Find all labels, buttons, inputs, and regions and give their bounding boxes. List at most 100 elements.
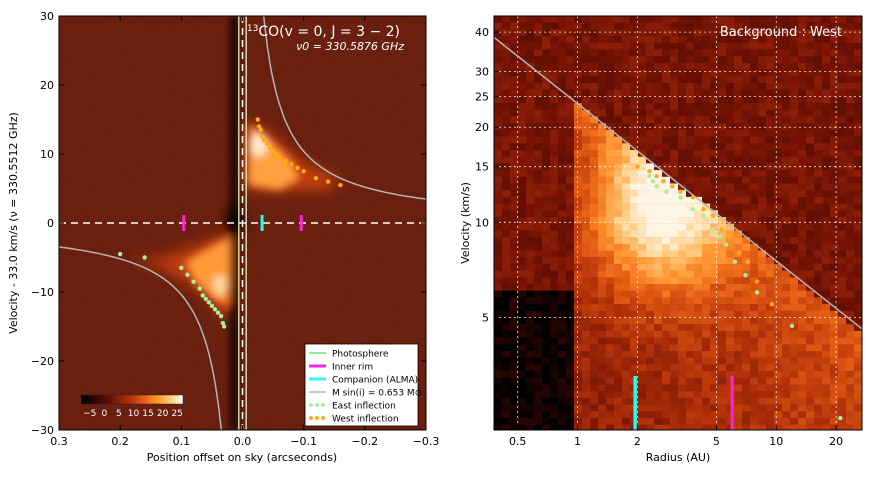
heatmap-cell — [598, 109, 607, 117]
heatmap-cell — [502, 230, 511, 238]
heatmap-cell — [846, 129, 855, 137]
heatmap-cell — [534, 170, 543, 177]
heatmap-cell — [830, 16, 839, 23]
heatmap-cell — [494, 103, 503, 110]
heatmap-cell — [494, 270, 503, 278]
heatmap-cell — [638, 357, 647, 365]
heatmap-cell — [774, 76, 783, 84]
heatmap-cell — [614, 190, 623, 198]
heatmap-cell — [774, 129, 783, 137]
heatmap-cell — [750, 263, 759, 271]
heatmap-cell — [790, 36, 799, 43]
heatmap-cell — [550, 116, 559, 124]
heatmap-cell — [590, 237, 599, 244]
heatmap-cell — [678, 397, 687, 405]
heatmap-cell — [542, 337, 551, 345]
heatmap-cell — [718, 384, 727, 392]
heatmap-cell — [630, 103, 639, 110]
heatmap-cell — [814, 143, 823, 151]
heatmap-cell — [822, 290, 831, 298]
heatmap-cell — [542, 22, 551, 30]
heatmap-cell — [734, 270, 743, 278]
heatmap-cell — [686, 357, 695, 365]
west-inflection-point — [325, 179, 331, 184]
heatmap-cell — [734, 16, 743, 23]
heatmap-cell — [654, 324, 663, 332]
heatmap-cell — [598, 371, 607, 378]
heatmap-cell — [686, 391, 695, 399]
heatmap-cell — [630, 310, 639, 318]
heatmap-cell — [798, 317, 807, 325]
east-inflection-point — [654, 184, 659, 189]
heatmap-cell — [646, 391, 655, 399]
heatmap-cell — [718, 170, 727, 177]
heatmap-cell — [590, 217, 599, 224]
heatmap-cell — [598, 250, 607, 258]
heatmap-cell — [814, 297, 823, 305]
heatmap-cell — [510, 384, 519, 392]
heatmap-cell — [542, 237, 551, 244]
heatmap-cell — [646, 337, 655, 345]
heatmap-cell — [686, 297, 695, 305]
heatmap-cell — [654, 304, 663, 311]
heatmap-cell — [582, 170, 591, 177]
heatmap-cell — [598, 62, 607, 70]
heatmap-cell — [526, 337, 535, 345]
heatmap-cell — [678, 290, 687, 298]
heatmap-cell — [798, 377, 807, 385]
heatmap-cell — [646, 397, 655, 405]
heatmap-cell — [670, 203, 679, 211]
heatmap-cell — [518, 330, 527, 338]
heatmap-cell — [798, 156, 807, 164]
heatmap-cell — [606, 371, 615, 378]
heatmap-cell — [854, 223, 862, 231]
heatmap-cell — [854, 42, 862, 50]
heatmap-cell — [534, 62, 543, 70]
heatmap-cell — [758, 397, 767, 405]
heatmap-cell — [598, 411, 607, 419]
east-inflection-point — [717, 234, 723, 239]
heatmap-cell — [774, 163, 783, 171]
heatmap-cell — [702, 324, 711, 332]
heatmap-cell — [598, 196, 607, 204]
heatmap-cell — [710, 217, 719, 224]
heatmap-cell — [726, 310, 735, 318]
heatmap-cell — [854, 190, 862, 198]
heatmap-cell — [574, 42, 583, 50]
heatmap-cell — [686, 116, 695, 124]
heatmap-cell — [590, 123, 599, 131]
heatmap-cell — [582, 364, 591, 372]
heatmap-cell — [662, 337, 671, 345]
heatmap-cell — [694, 217, 703, 224]
heatmap-cell — [646, 263, 655, 271]
heatmap-cell — [774, 150, 783, 157]
heatmap-cell — [790, 317, 799, 325]
heatmap-cell — [494, 49, 503, 57]
heatmap-cell — [702, 411, 711, 419]
heatmap-cell — [622, 96, 631, 104]
heatmap-cell — [846, 170, 855, 177]
heatmap-cell — [798, 290, 807, 298]
heatmap-cell — [734, 337, 743, 345]
heatmap-cell — [542, 76, 551, 84]
west-inflection-point — [769, 302, 775, 307]
heatmap-cell — [582, 424, 591, 430]
heatmap-cell — [598, 304, 607, 311]
right-xlabel: Radius (AU) — [646, 451, 711, 464]
heatmap-cell — [662, 351, 671, 358]
heatmap-cell — [838, 263, 847, 271]
heatmap-cell — [550, 337, 559, 345]
east-inflection-point — [678, 195, 683, 200]
heatmap-cell — [654, 203, 663, 211]
heatmap-cell — [782, 290, 791, 298]
heatmap-cell — [662, 196, 671, 204]
heatmap-cell — [662, 183, 671, 191]
heatmap-cell — [830, 297, 839, 305]
heatmap-cell — [774, 384, 783, 392]
heatmap-cell — [622, 62, 631, 70]
heatmap-cell — [590, 109, 599, 117]
heatmap-cell — [582, 284, 591, 291]
heatmap-cell — [798, 109, 807, 117]
heatmap-cell — [510, 310, 519, 318]
heatmap-cell — [782, 150, 791, 157]
